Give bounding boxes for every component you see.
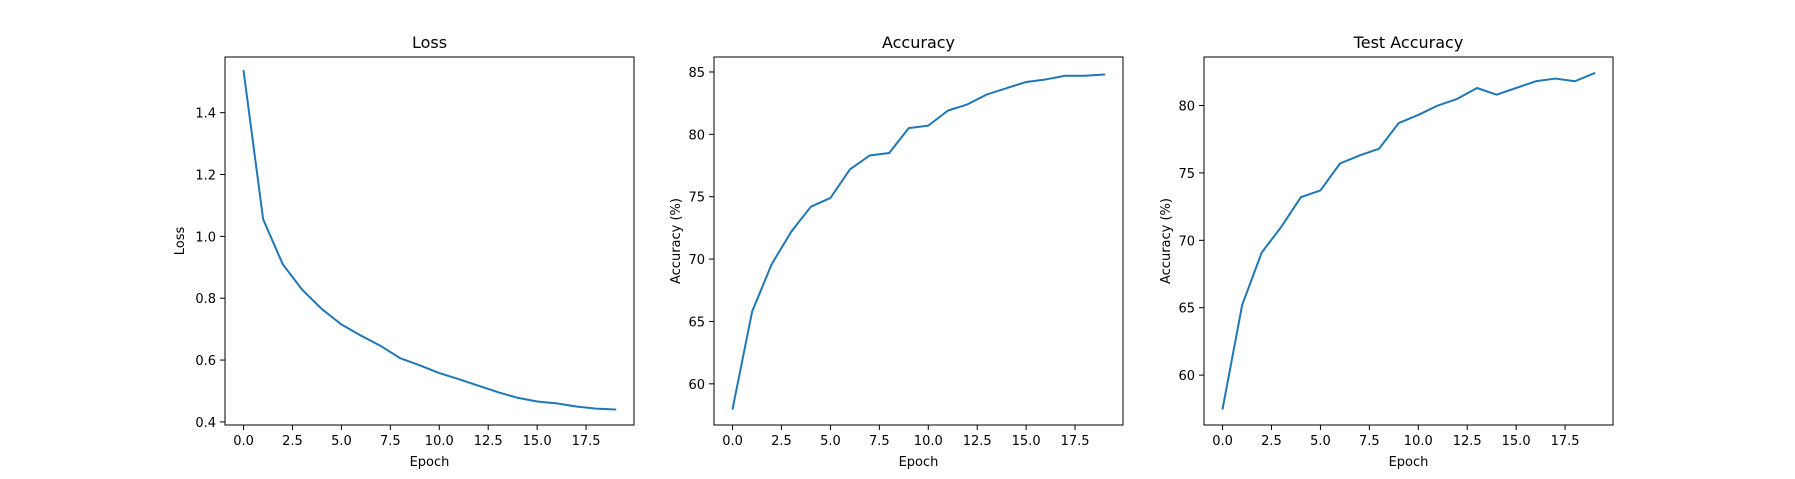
chart-title: Accuracy [882,33,955,52]
chart-panel-accuracy: Accuracy Epoch Accuracy (%) 0.0 2.5 5.0 7.5… [669,33,1124,470]
x-axis-label: Epoch [899,455,939,470]
y-tick-label: 75 [688,191,705,206]
y-tick-label: 1.0 [195,230,216,245]
y-axis-label: Loss [173,227,188,256]
y-axis-label: Accuracy (%) [669,198,684,284]
y-tick-label: 0.6 [195,354,216,369]
x-tick-label: 0.0 [233,434,254,449]
series-line [242,69,617,411]
y-tick-label: 1.4 [195,107,216,122]
plot-frame [713,56,1124,426]
plot-frame [224,56,635,426]
x-tick-label: 15.0 [523,434,552,449]
x-tick-label: 17.5 [572,434,601,449]
x-tick-label: 12.5 [1453,434,1482,449]
x-tick-label: 12.5 [474,434,503,449]
x-tick-label: 17.5 [1061,434,1090,449]
x-tick-label: 2.5 [1261,434,1282,449]
y-tick-label: 75 [1178,167,1195,182]
y-tick-label: 60 [1178,369,1195,384]
series-line [731,73,1106,410]
x-tick-label: 7.5 [869,434,890,449]
y-tick-label: 80 [688,128,705,143]
y-tick-label: 80 [1178,100,1195,115]
y-tick-label: 60 [688,378,705,393]
y-tick-label: 70 [688,253,705,268]
x-tick-label: 10.0 [425,434,454,449]
x-tick-label: 0.0 [722,434,743,449]
x-tick-label: 15.0 [1502,434,1531,449]
x-tick-label: 5.0 [331,434,352,449]
chart-title: Test Accuracy [1353,33,1464,52]
y-tick-label: 1.2 [195,169,216,184]
x-tick-label: 10.0 [1404,434,1433,449]
y-axis-label: Accuracy (%) [1159,198,1174,284]
x-tick-label: 5.0 [820,434,841,449]
x-tick-label: 2.5 [771,434,792,449]
x-tick-label: 12.5 [963,434,992,449]
y-tick-label: 65 [688,315,705,330]
y-tick-label: 85 [688,66,705,81]
x-tick-label: 15.0 [1012,434,1041,449]
chart-panel-test-accuracy: Test Accuracy Epoch Accuracy (%) 0.0 2.5 5… [1159,33,1614,470]
y-tick-label: 0.8 [195,292,216,307]
x-tick-label: 17.5 [1551,434,1580,449]
chart-panel-loss: Loss Epoch Loss 0.0 2.5 5.0 7.5 10.0 12.5 15.0… [173,33,635,470]
x-tick-label: 7.5 [380,434,401,449]
x-tick-label: 7.5 [1359,434,1380,449]
x-axis-label: Epoch [410,455,450,470]
x-tick-label: 10.0 [914,434,943,449]
y-tick-label: 0.4 [195,416,216,431]
plot-frame [1203,56,1614,426]
y-tick-label: 65 [1178,302,1195,317]
x-tick-label: 5.0 [1310,434,1331,449]
y-tick-label: 70 [1178,234,1195,249]
chart-title: Loss [412,33,447,52]
x-axis-label: Epoch [1389,455,1429,470]
x-tick-label: 2.5 [282,434,303,449]
x-tick-label: 0.0 [1212,434,1233,449]
series-line [1221,72,1596,410]
